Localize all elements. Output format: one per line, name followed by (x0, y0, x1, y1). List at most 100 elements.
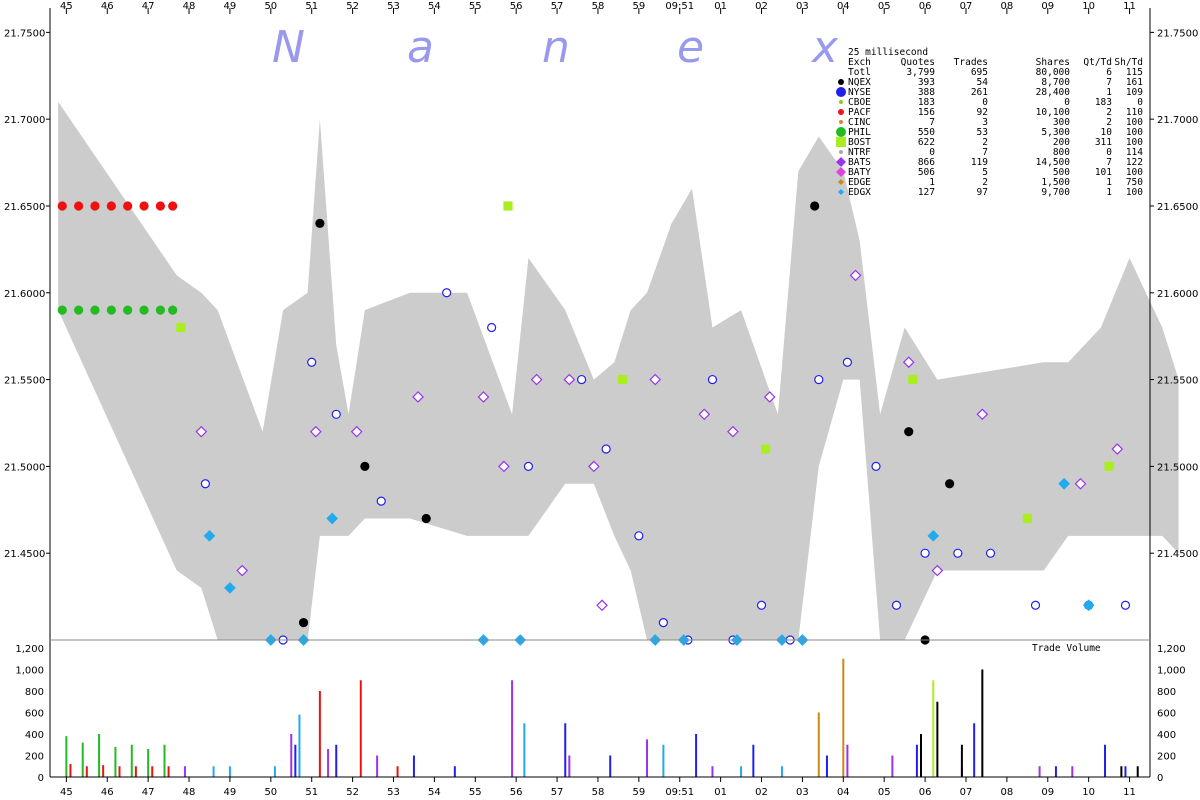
watermark-letter: a (407, 22, 434, 73)
quote-marker-bost (503, 201, 513, 211)
price-tick-label-left: 21.7000 (4, 115, 45, 126)
quote-marker-nyse (756, 600, 767, 610)
legend-cell: 8,700 (1041, 77, 1070, 88)
volume-tick-label-right: 400 (1157, 730, 1176, 741)
legend-cell: 388 (918, 87, 935, 98)
legend-cell: 622 (918, 137, 935, 148)
quote-marker-nyse (707, 374, 718, 385)
watermark-letter: e (677, 22, 704, 73)
time-tick-label-top: 56 (510, 1, 523, 12)
quote-marker-bats (763, 391, 776, 403)
quote-marker-bats (412, 391, 424, 403)
legend-marker (836, 87, 846, 97)
time-tick-label-top: 05 (878, 1, 891, 12)
legend-marker (836, 167, 846, 177)
quote-marker-bats (698, 408, 711, 421)
quote-marker-bats (1111, 443, 1124, 455)
legend-cell: 800 (1053, 147, 1070, 158)
volume-tick-label-left: 600 (25, 709, 44, 720)
legend-cell: 28,400 (1036, 87, 1071, 98)
volume-tick-label-left: 1,200 (15, 644, 44, 655)
volume-bar-phil (65, 736, 68, 777)
legend-marker (839, 120, 843, 124)
volume-tick-label-left: 400 (25, 730, 44, 741)
quote-marker-pacf (123, 201, 133, 211)
legend-cell: 109 (1126, 87, 1143, 98)
volume-tick-label-right: 600 (1157, 709, 1176, 720)
time-tick-label-bottom: 45 (60, 787, 73, 798)
volume-bar-nqex (960, 744, 963, 777)
legend-cell: 122 (1126, 157, 1143, 168)
legend-cell: 7 (1106, 77, 1112, 88)
legend-cell: 6 (1106, 67, 1112, 78)
quote-marker-pacf (155, 201, 166, 211)
time-tick-label-bottom: 10 (1082, 787, 1095, 798)
quote-marker-bats (530, 373, 543, 386)
time-tick-label-top: 10 (1082, 1, 1095, 12)
legend-cell: 0 (982, 97, 988, 108)
volume-bar-nyse (825, 755, 828, 777)
quote-marker-bats (195, 425, 208, 438)
quote-marker-pacf (57, 201, 67, 211)
quote-marker-bost (617, 374, 628, 385)
legend-header: Trades (954, 57, 988, 68)
quote-marker-nyse (1030, 600, 1041, 610)
volume-bar-bost (932, 680, 935, 777)
legend-cell: 101 (1095, 167, 1112, 178)
legend-cell: 2 (1106, 117, 1112, 128)
legend-cell: 9,700 (1041, 187, 1070, 198)
legend-marker (838, 189, 844, 195)
volume-bar-phil (147, 749, 150, 777)
legend-cell: 119 (971, 157, 988, 168)
quote-marker-phil (123, 305, 133, 315)
time-tick-label-bottom: 02 (755, 787, 768, 798)
time-tick-label-top: 50 (264, 1, 277, 12)
time-tick-label-top: 09:51 (665, 1, 694, 12)
price-tick-label-left: 21.7500 (4, 28, 45, 39)
price-tick-label-left: 21.6500 (4, 202, 45, 213)
price-tick-label-right: 21.6000 (1157, 289, 1198, 300)
quote-marker-bats (902, 356, 915, 369)
quote-marker-bats (350, 425, 363, 438)
legend-cell: 92 (977, 107, 988, 118)
volume-axis-title: Trade Volume (1032, 643, 1101, 654)
legend-cell: 5,300 (1041, 127, 1070, 138)
quote-marker-edgx (1058, 477, 1070, 490)
volume-bar-edgx (662, 744, 665, 777)
price-tick-label-right: 21.4500 (1157, 549, 1198, 560)
volume-tick-label-right: 1,000 (1157, 666, 1186, 677)
volume-bar-bats (891, 755, 894, 777)
spread-band-area (58, 101, 1179, 641)
quote-marker-bats (236, 564, 249, 577)
quote-marker-nyse (200, 479, 210, 489)
volume-bar-pacf (69, 764, 72, 777)
legend-cell: 1,500 (1041, 177, 1070, 188)
volume-bar-bats (711, 766, 714, 777)
volume-bar-nqex (936, 701, 939, 777)
legend-cell: 7 (982, 147, 988, 158)
quote-marker-phil (155, 305, 166, 315)
legend-cell: 0 (929, 147, 935, 158)
volume-bar-nqex (981, 669, 984, 777)
time-tick-label-bottom: 05 (878, 787, 891, 798)
quote-marker-nyse (920, 548, 930, 558)
quote-marker-edgx (203, 529, 216, 542)
time-tick-label-bottom: 09:51 (665, 787, 694, 798)
quote-marker-nyse (634, 531, 644, 541)
legend-cell: 695 (971, 67, 988, 78)
time-tick-label-top: 01 (714, 1, 727, 12)
legend-cell: 550 (918, 127, 935, 138)
legend-cell: 750 (1126, 177, 1143, 188)
quote-marker-nyse (658, 618, 668, 628)
legend-cell: 54 (977, 77, 989, 88)
volume-bar-nqex (920, 734, 923, 777)
volume-bar-edgx (298, 714, 301, 777)
time-tick-label-top: 46 (101, 1, 114, 12)
quote-marker-nqex (421, 513, 431, 524)
quote-marker-pacf (90, 201, 100, 211)
legend-cell: 183 (918, 97, 935, 108)
time-tick-label-bottom: 50 (264, 787, 277, 798)
legend-cell: NQEX (848, 77, 871, 88)
legend-cell: 506 (918, 167, 935, 178)
